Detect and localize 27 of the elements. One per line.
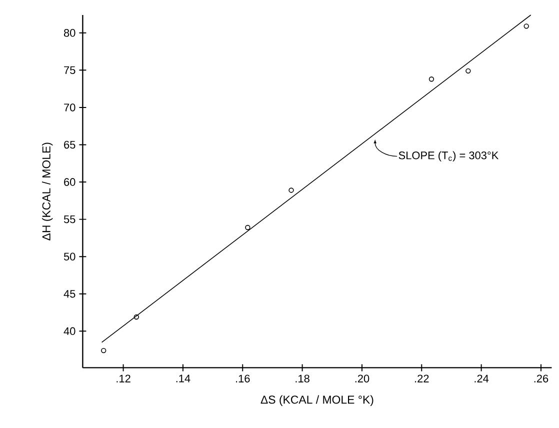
point [428, 76, 434, 82]
point [101, 348, 106, 354]
x-tick-label: .18 [296, 374, 310, 382]
y-tick-label: 50 [64, 252, 76, 260]
y-tick-label: 65 [64, 140, 76, 149]
x-tick-label: .22 [415, 374, 429, 382]
y-tick-label: 60 [64, 178, 76, 186]
point [134, 314, 139, 320]
y-tick-label: 70 [64, 104, 76, 112]
point [245, 224, 250, 230]
y-tick-label: 45 [64, 290, 76, 298]
x-tick-label: .16 [236, 374, 250, 382]
point [288, 188, 294, 193]
x-tick-label: .26 [534, 374, 548, 382]
x-tick-label: .12 [116, 374, 130, 382]
point [466, 68, 471, 74]
y-tick-label: 75 [64, 66, 76, 74]
x-tick-label: .20 [355, 374, 370, 382]
y-tick-label: 40 [64, 327, 76, 336]
y-tick-label: 80 [64, 29, 76, 37]
x-tick-label: .14 [176, 374, 190, 382]
annotation: SLOPE (T$_{c}$) = 303°K [398, 151, 499, 162]
y-tick-label: 55 [64, 215, 76, 224]
x-axis-title: ΔS (KCAL / MOLE °K) [260, 395, 374, 406]
y-axis-title: ΔH (KCAL / MOLE) [42, 142, 53, 240]
x-tick-label: .24 [474, 374, 489, 382]
point [524, 24, 529, 29]
